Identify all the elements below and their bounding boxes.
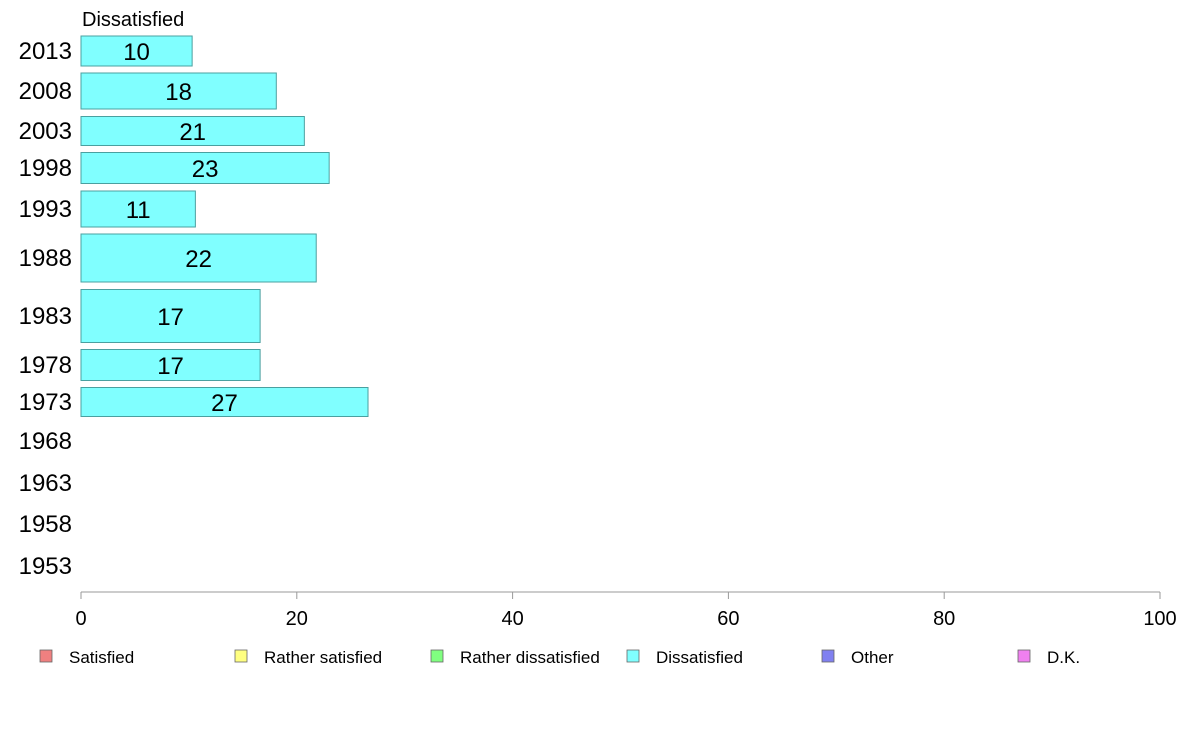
bar-1988 [80,233,317,283]
x-tick-label-80: 80 [933,608,955,630]
bar-value-label-1993: 11 [126,197,151,224]
bars-layer: 10 18 21 23 11 22 17 17 27 [80,35,369,417]
category-label-2013: 2013 [19,38,72,65]
category-label-2008: 2008 [19,78,72,105]
bar-value-label-2008: 18 [165,79,192,106]
x-tick-label-0: 0 [75,608,86,630]
legend-swatch-3 [626,649,640,663]
x-tick-label-100: 100 [1143,608,1176,630]
category-label-1958: 1958 [19,511,72,538]
category-label-2003: 2003 [19,118,72,145]
bar-2008 [80,72,277,110]
bar-value-label-1978: 17 [157,353,184,380]
bar-value-label-2013: 10 [123,39,150,66]
bar-1973 [80,387,369,417]
bar-1993 [80,190,196,228]
legend-swatch-0 [39,649,53,663]
legend-label-2: Rather dissatisfied [460,648,600,667]
x-axis: 0 20 40 60 80 100 [75,591,1177,630]
legend-label-1: Rather satisfied [264,648,382,667]
legend-swatch-5 [1017,649,1031,663]
chart-subtitle: Dissatisfied [82,9,184,31]
bar-2013 [80,35,193,67]
x-tick-label-20: 20 [286,608,308,630]
bar-value-label-2003: 21 [179,119,206,146]
legend-swatch-4 [821,649,835,663]
legend-label-3: Dissatisfied [656,648,743,667]
category-labels: 2013 2008 2003 1998 1993 1988 1983 1978 1973 1968… [19,38,72,580]
category-label-1963: 1963 [19,470,72,497]
legend-label-4: Other [851,648,894,667]
x-tick-label-40: 40 [501,608,523,630]
legend-swatch-1 [234,649,248,663]
category-label-1968: 1968 [19,428,72,455]
bar-value-label-1988: 22 [185,246,212,273]
category-label-1973: 1973 [19,389,72,416]
category-label-1978: 1978 [19,352,72,379]
bar-value-label-1998: 23 [192,156,219,183]
legend-label-0: Satisfied [69,648,134,667]
category-label-1998: 1998 [19,155,72,182]
bar-1998 [80,152,330,184]
category-label-1983: 1983 [19,303,72,330]
bar-1983 [80,289,261,343]
bar-value-label-1973: 27 [211,390,238,417]
bar-2003 [80,116,305,146]
category-label-1988: 1988 [19,245,72,272]
bar-value-label-1983: 17 [157,304,184,331]
category-label-1993: 1993 [19,196,72,223]
bar-1978 [80,349,261,381]
legend-label-5: D.K. [1047,648,1080,667]
legend: Satisfied Rather satisfied Rather dissatis… [39,648,1080,667]
x-tick-label-60: 60 [717,608,739,630]
legend-swatch-2 [430,649,444,663]
category-label-1953: 1953 [19,553,72,580]
